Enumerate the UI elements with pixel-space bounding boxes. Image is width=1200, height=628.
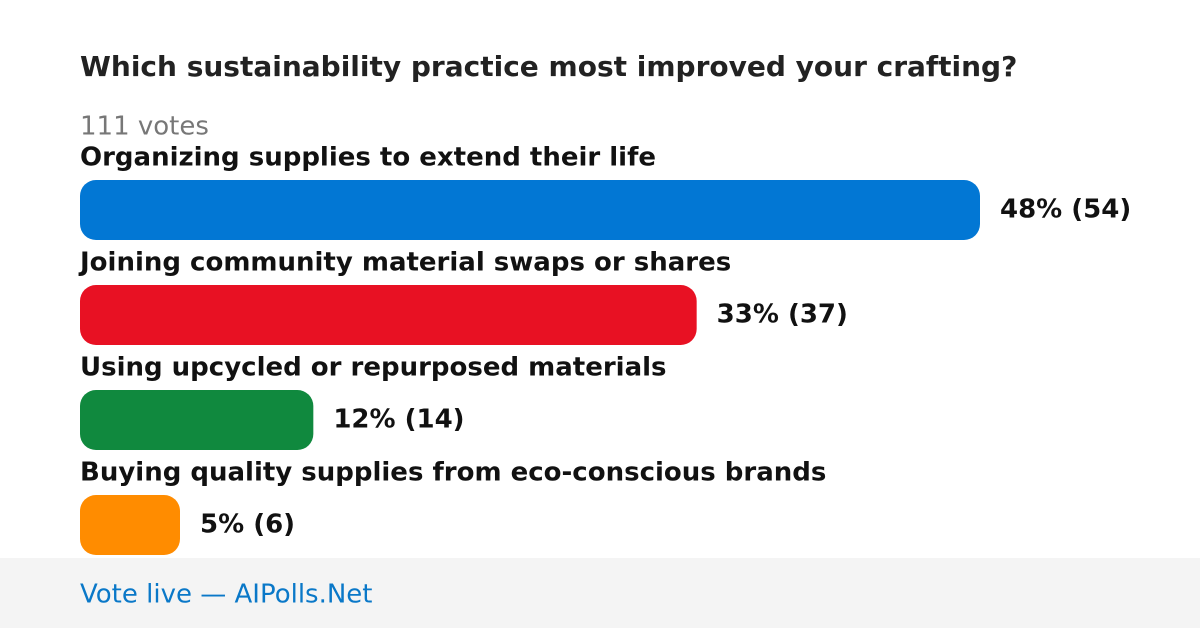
option-label: Organizing supplies to extend their life	[80, 143, 656, 173]
value-label: 12% (14)	[333, 405, 464, 435]
bar	[80, 495, 180, 555]
option-label: Buying quality supplies from eco-conscio…	[80, 458, 826, 488]
footer-link[interactable]: Vote live — AIPolls.Net	[80, 580, 373, 610]
footer-band	[0, 558, 1200, 628]
bar	[80, 285, 697, 345]
bar	[80, 180, 980, 240]
vote-count: 111 votes	[80, 112, 209, 142]
value-label: 48% (54)	[1000, 195, 1131, 225]
chart-title: Which sustainability practice most impro…	[80, 50, 1017, 83]
value-label: 33% (37)	[717, 300, 848, 330]
value-label: 5% (6)	[200, 510, 295, 540]
option-label: Using upcycled or repurposed materials	[80, 353, 667, 383]
option-label: Joining community material swaps or shar…	[78, 248, 731, 278]
bar	[80, 390, 314, 450]
